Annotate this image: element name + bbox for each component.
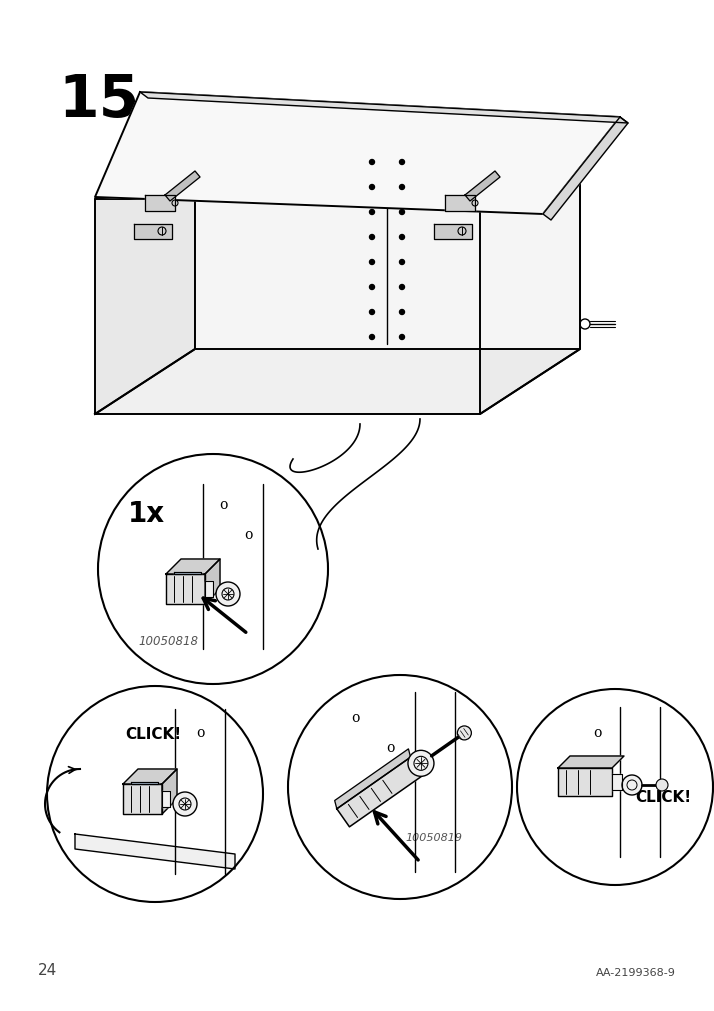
Polygon shape — [134, 224, 172, 240]
Polygon shape — [205, 559, 220, 605]
Circle shape — [400, 210, 405, 215]
Text: AA-2199368-9: AA-2199368-9 — [596, 968, 676, 977]
Circle shape — [370, 236, 375, 241]
Text: CLICK!: CLICK! — [125, 726, 181, 741]
Polygon shape — [174, 572, 201, 574]
Circle shape — [370, 310, 375, 315]
Polygon shape — [480, 134, 580, 415]
Polygon shape — [465, 172, 500, 202]
Polygon shape — [162, 792, 170, 807]
Polygon shape — [162, 769, 177, 814]
Polygon shape — [166, 559, 220, 574]
Polygon shape — [131, 783, 158, 785]
Circle shape — [458, 726, 471, 740]
Polygon shape — [75, 834, 235, 869]
Text: CLICK!: CLICK! — [635, 790, 691, 805]
Text: o: o — [386, 740, 394, 754]
Polygon shape — [445, 196, 475, 211]
Polygon shape — [95, 93, 620, 214]
Polygon shape — [558, 768, 612, 797]
Circle shape — [408, 750, 434, 776]
Polygon shape — [165, 172, 200, 202]
Circle shape — [656, 779, 668, 792]
Text: 10050818: 10050818 — [138, 634, 198, 647]
Circle shape — [400, 310, 405, 315]
Circle shape — [370, 185, 375, 190]
Text: o: o — [218, 497, 227, 512]
Text: o: o — [593, 725, 601, 739]
Polygon shape — [123, 785, 162, 814]
Circle shape — [370, 336, 375, 340]
Polygon shape — [612, 774, 622, 791]
Polygon shape — [205, 581, 213, 598]
Text: 24: 24 — [38, 962, 57, 977]
Circle shape — [370, 285, 375, 290]
Polygon shape — [558, 756, 624, 768]
Polygon shape — [95, 134, 195, 415]
Circle shape — [622, 775, 642, 796]
Text: o: o — [351, 711, 359, 724]
Text: o: o — [243, 528, 252, 542]
Circle shape — [370, 260, 375, 265]
Polygon shape — [145, 196, 175, 211]
Polygon shape — [166, 574, 205, 605]
Polygon shape — [95, 350, 580, 415]
Circle shape — [400, 161, 405, 166]
Circle shape — [400, 185, 405, 190]
Circle shape — [400, 336, 405, 340]
Polygon shape — [123, 769, 177, 785]
Circle shape — [216, 582, 240, 607]
Circle shape — [400, 285, 405, 290]
Text: o: o — [196, 725, 204, 739]
Text: 10050819: 10050819 — [405, 832, 462, 842]
Text: 1x: 1x — [128, 499, 165, 528]
Polygon shape — [434, 224, 472, 240]
Polygon shape — [140, 93, 628, 124]
Polygon shape — [335, 749, 411, 809]
Circle shape — [370, 210, 375, 215]
Polygon shape — [195, 134, 580, 350]
Circle shape — [400, 236, 405, 241]
Polygon shape — [543, 118, 628, 220]
Circle shape — [370, 161, 375, 166]
Text: 15: 15 — [58, 72, 139, 128]
Circle shape — [400, 260, 405, 265]
Polygon shape — [337, 757, 423, 827]
Circle shape — [173, 793, 197, 816]
